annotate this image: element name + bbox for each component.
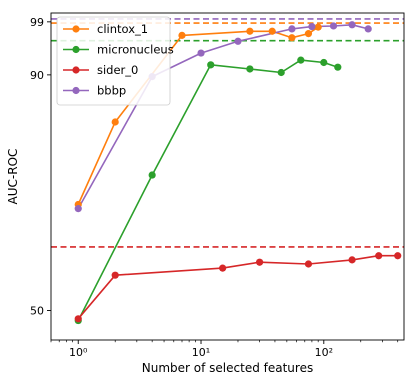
data-point-bbbp bbox=[288, 25, 295, 32]
data-point-micronucleus bbox=[149, 171, 156, 178]
data-point-clintox-1 bbox=[178, 32, 185, 39]
x-axis-label: Number of selected features bbox=[142, 361, 313, 375]
legend-swatch-marker bbox=[72, 66, 79, 73]
data-point-sider-0 bbox=[75, 315, 82, 322]
legend-label: sider_0 bbox=[97, 63, 138, 77]
data-point-bbbp bbox=[308, 23, 315, 30]
data-point-clintox-1 bbox=[288, 34, 295, 41]
y-tick-label: 99 bbox=[30, 16, 44, 29]
data-point-bbbp bbox=[75, 205, 82, 212]
data-point-clintox-1 bbox=[112, 118, 119, 125]
data-point-clintox-1 bbox=[246, 28, 253, 35]
y-axis-label: AUC-ROC bbox=[6, 149, 20, 205]
data-point-sider-0 bbox=[348, 256, 355, 263]
legend-label: micronucleus bbox=[97, 43, 174, 57]
data-point-micronucleus bbox=[297, 57, 304, 64]
data-point-clintox-1 bbox=[315, 24, 322, 31]
data-point-bbbp bbox=[365, 25, 372, 32]
legend-label: clintox_1 bbox=[97, 22, 148, 36]
data-point-micronucleus bbox=[320, 59, 327, 66]
data-point-micronucleus bbox=[207, 61, 214, 68]
data-point-bbbp bbox=[348, 21, 355, 28]
data-point-sider-0 bbox=[256, 259, 263, 266]
x-tick-label: 10¹ bbox=[192, 346, 210, 359]
data-point-sider-0 bbox=[375, 252, 382, 259]
data-point-micronucleus bbox=[334, 64, 341, 71]
data-point-sider-0 bbox=[219, 265, 226, 272]
legend-swatch-marker bbox=[72, 46, 79, 53]
x-tick-label: 10⁰ bbox=[69, 346, 88, 359]
legend-label: bbbp bbox=[97, 84, 126, 98]
data-point-bbbp bbox=[330, 22, 337, 29]
y-tick-label: 50 bbox=[30, 305, 44, 318]
data-point-micronucleus bbox=[246, 65, 253, 72]
data-point-sider-0 bbox=[394, 252, 401, 259]
legend-swatch-marker bbox=[72, 87, 79, 94]
data-point-micronucleus bbox=[278, 69, 285, 76]
data-point-bbbp bbox=[234, 38, 241, 45]
data-point-sider-0 bbox=[305, 260, 312, 267]
data-point-clintox-1 bbox=[305, 30, 312, 37]
legend-swatch-marker bbox=[72, 25, 79, 32]
data-point-bbbp bbox=[197, 49, 204, 56]
data-point-sider-0 bbox=[112, 272, 119, 279]
x-tick-label: 10² bbox=[315, 346, 333, 359]
series-line-sider-0 bbox=[78, 256, 398, 319]
data-point-clintox-1 bbox=[269, 28, 276, 35]
y-tick-label: 90 bbox=[30, 69, 44, 82]
